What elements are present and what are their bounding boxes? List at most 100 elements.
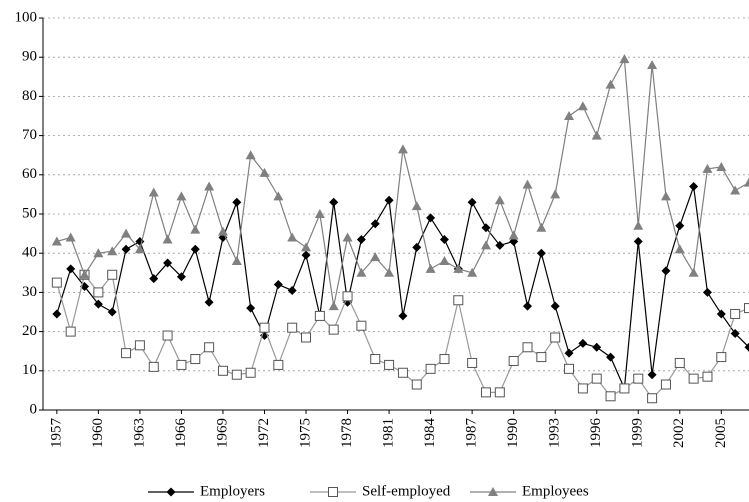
- data-point: [356, 320, 367, 331]
- data-point: [398, 311, 408, 321]
- data-point: [107, 269, 118, 280]
- data-point: [494, 195, 505, 205]
- data-point: [51, 236, 62, 246]
- data-point: [190, 224, 201, 234]
- x-tick-label: 1972: [256, 418, 272, 448]
- x-tick-label: 1975: [297, 418, 313, 448]
- y-tick-label: 100: [15, 9, 38, 25]
- data-point: [162, 234, 173, 244]
- data-point: [633, 373, 644, 384]
- data-point: [52, 309, 62, 319]
- data-point: [314, 209, 325, 218]
- x-tick-label: 1966: [173, 418, 189, 449]
- data-point: [217, 365, 228, 376]
- data-point: [176, 272, 186, 282]
- data-point: [176, 359, 187, 370]
- data-point: [522, 342, 533, 353]
- data-point: [356, 267, 367, 277]
- series-line: [56, 273, 749, 400]
- data-point: [148, 361, 159, 372]
- data-point: [176, 191, 187, 201]
- data-point: [689, 182, 699, 192]
- data-point: [633, 220, 644, 230]
- data-point: [370, 219, 380, 229]
- data-point: [301, 250, 311, 260]
- data-point: [384, 195, 394, 205]
- data-point: [633, 236, 643, 246]
- data-point: [301, 242, 312, 252]
- data-point: [273, 191, 284, 201]
- data-point: [744, 342, 749, 352]
- data-point: [148, 187, 159, 197]
- data-point: [619, 54, 630, 64]
- data-point: [730, 308, 741, 319]
- data-point: [467, 357, 478, 368]
- data-point: [660, 379, 671, 390]
- x-tick-label: 1981: [381, 418, 397, 448]
- data-point: [523, 301, 533, 311]
- data-point: [121, 348, 132, 359]
- data-point: [397, 144, 408, 154]
- data-point: [370, 252, 381, 262]
- legend-marker: [328, 487, 338, 497]
- data-point: [411, 201, 422, 211]
- data-point: [287, 322, 298, 333]
- data-point: [730, 185, 741, 195]
- data-point: [425, 263, 436, 273]
- data-point: [93, 248, 104, 258]
- data-point: [397, 367, 408, 378]
- data-point: [467, 267, 478, 277]
- data-point: [107, 307, 117, 317]
- data-point: [467, 197, 477, 207]
- data-point: [232, 197, 242, 207]
- data-point: [591, 373, 602, 384]
- data-point: [79, 269, 90, 279]
- data-point: [65, 232, 76, 242]
- data-point: [370, 354, 381, 365]
- data-point: [121, 244, 131, 254]
- data-point: [204, 297, 214, 307]
- data-point: [480, 240, 491, 250]
- data-point: [453, 295, 464, 306]
- y-tick-label: 10: [22, 362, 37, 378]
- legend-label: Employers: [200, 483, 265, 499]
- data-point: [647, 393, 658, 404]
- data-point: [716, 161, 727, 171]
- data-point: [536, 222, 547, 232]
- y-tick-label: 20: [22, 323, 37, 339]
- y-tick-label: 0: [30, 401, 38, 417]
- data-point: [592, 342, 602, 352]
- y-tick-label: 80: [22, 88, 37, 104]
- data-point: [204, 181, 215, 191]
- x-tick-label: 1993: [547, 418, 563, 448]
- data-point: [439, 256, 450, 266]
- data-point: [744, 303, 749, 314]
- data-point: [328, 301, 339, 311]
- data-point: [231, 256, 242, 266]
- data-point: [522, 179, 533, 189]
- data-point: [439, 354, 450, 365]
- data-point: [494, 387, 505, 398]
- data-point: [605, 391, 616, 402]
- data-point: [619, 383, 630, 394]
- data-point: [384, 267, 395, 277]
- y-tick-label: 30: [22, 284, 37, 300]
- data-point: [245, 367, 256, 378]
- data-point: [287, 232, 298, 242]
- data-point: [314, 310, 325, 321]
- data-point: [481, 223, 491, 233]
- data-point: [606, 352, 616, 362]
- data-point: [134, 340, 145, 351]
- y-tick-label: 50: [22, 205, 37, 221]
- data-point: [605, 79, 616, 89]
- x-tick-label: 1990: [505, 418, 521, 448]
- x-tick-label: 1963: [131, 418, 147, 448]
- data-point: [564, 348, 574, 358]
- data-point: [550, 189, 561, 199]
- data-point: [66, 264, 76, 274]
- data-point: [550, 332, 561, 343]
- data-point: [744, 177, 749, 187]
- data-point: [660, 191, 671, 201]
- data-point: [591, 130, 602, 140]
